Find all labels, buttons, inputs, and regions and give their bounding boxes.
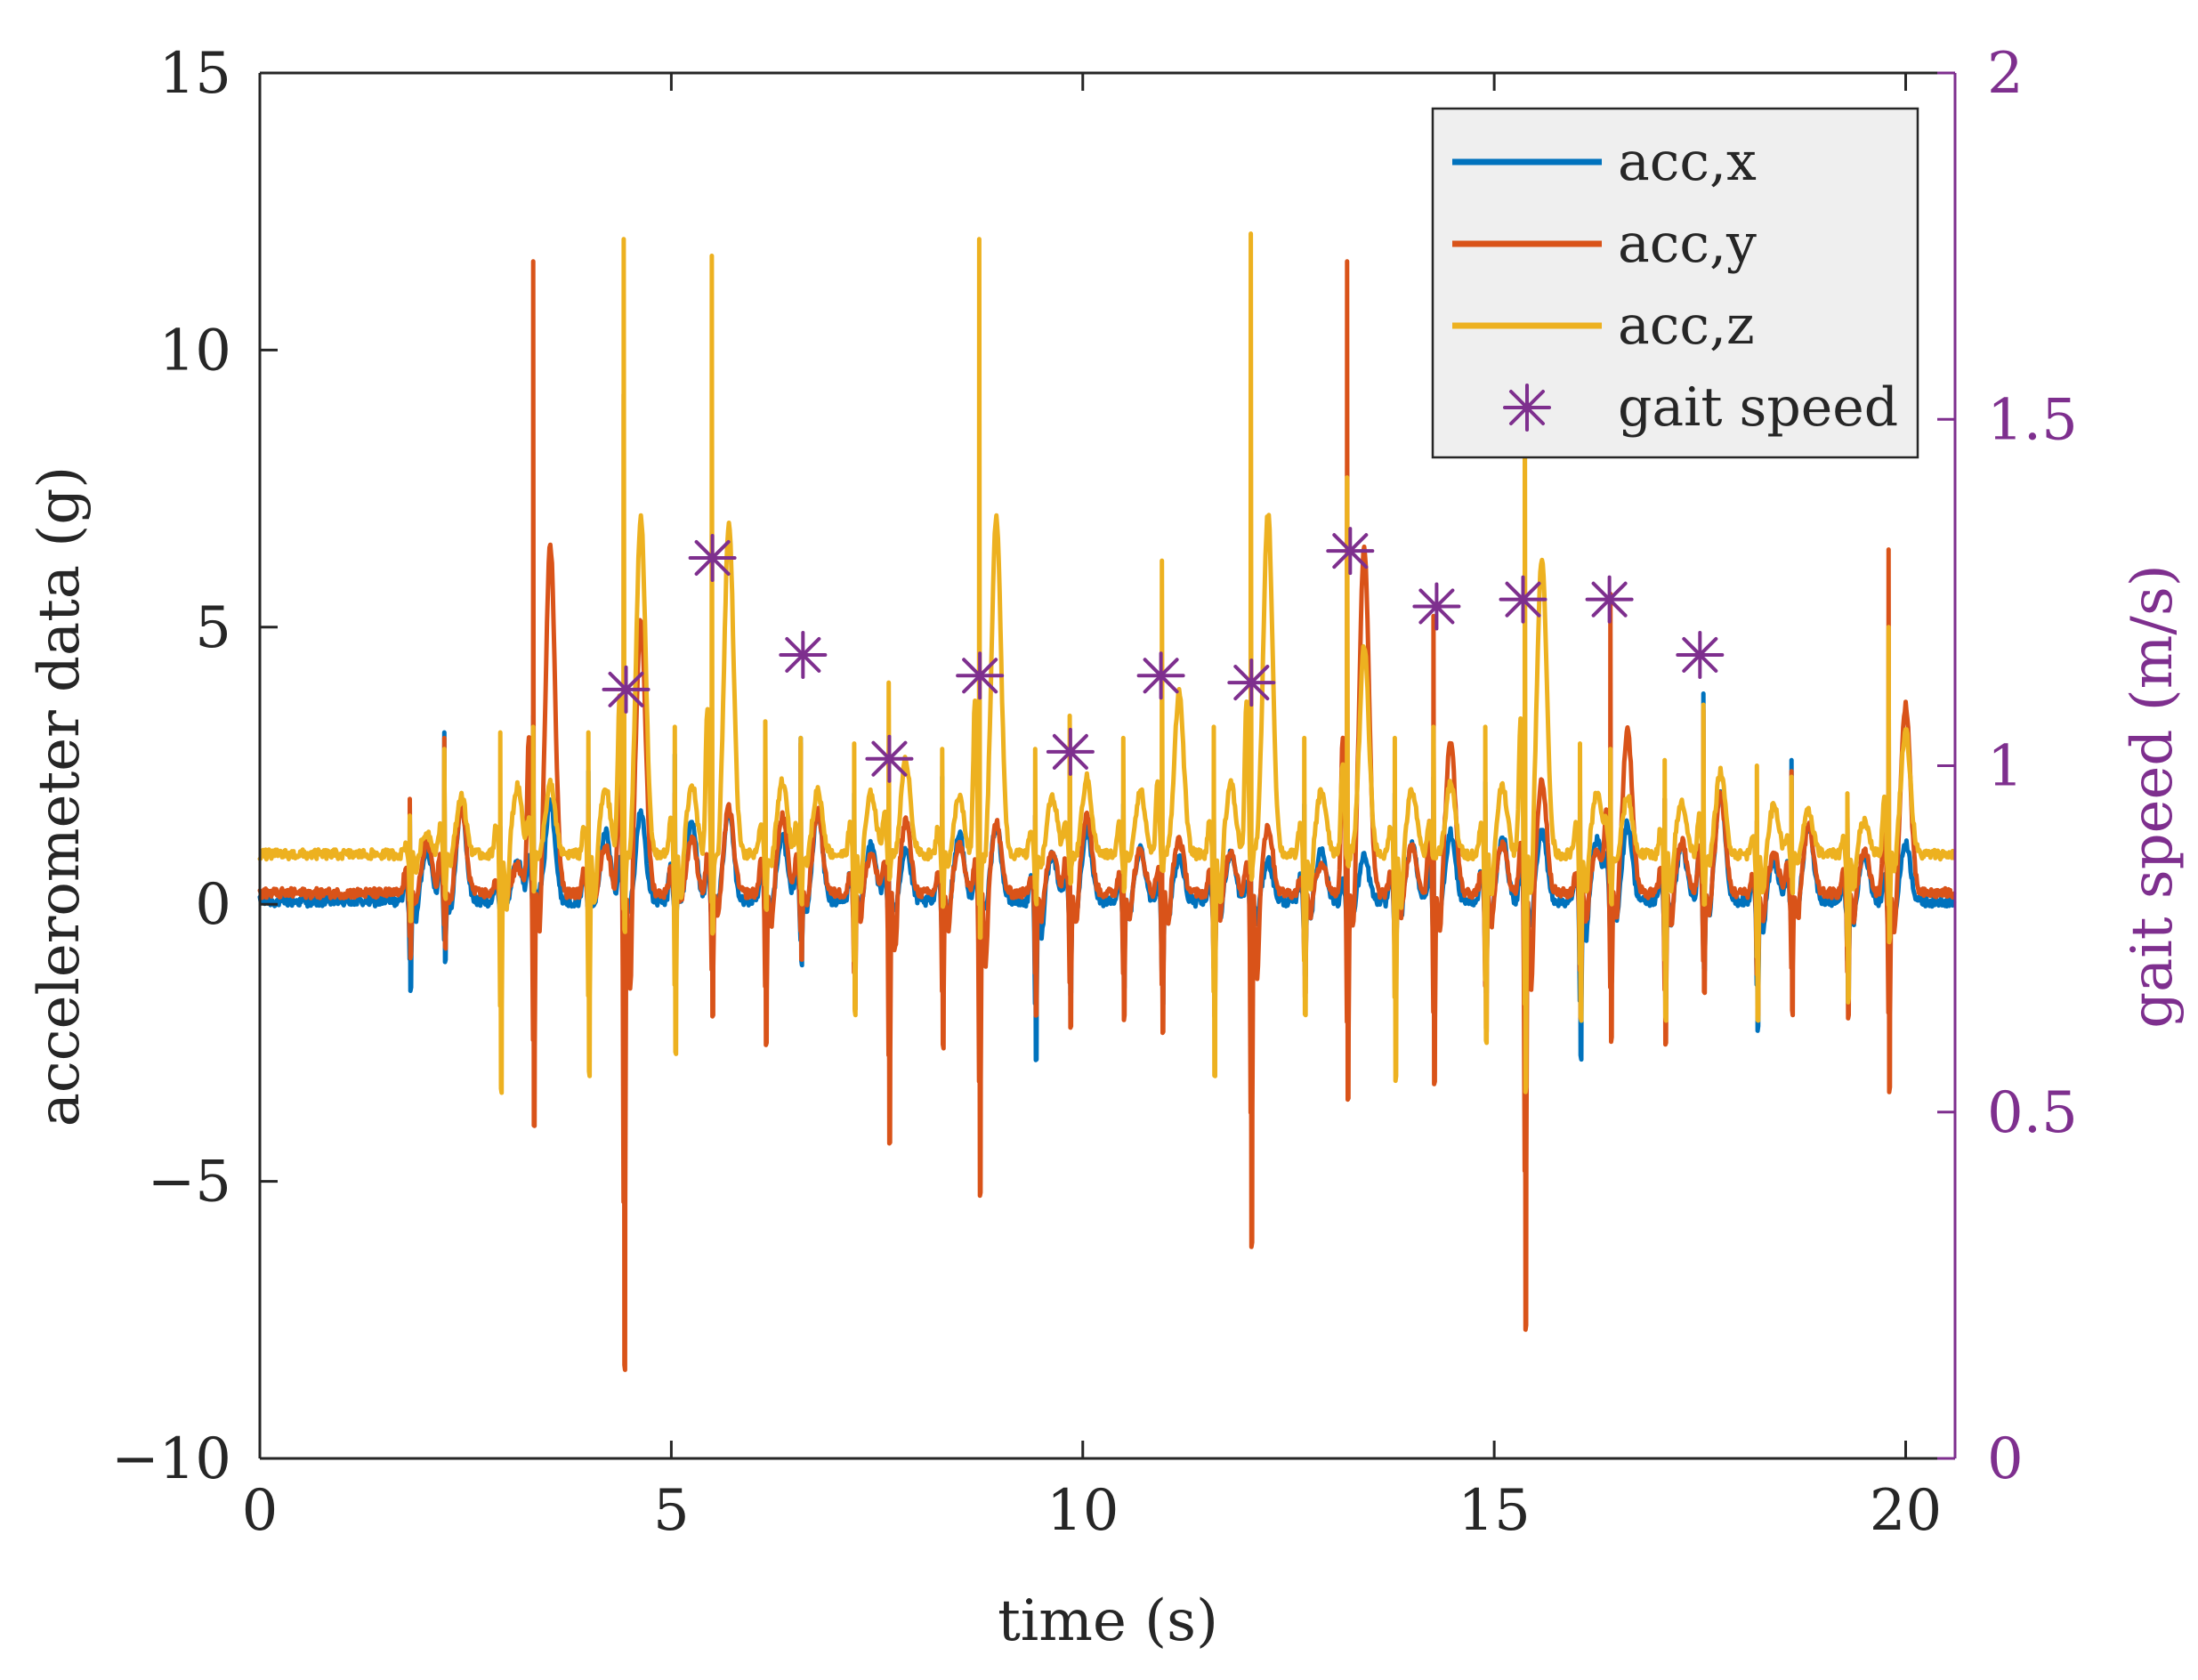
y-tick-label-left: 0 <box>195 872 231 938</box>
gait-speed-marker <box>1585 575 1634 624</box>
gait-speed-marker <box>602 665 651 714</box>
x-axis-label: time (s) <box>998 1588 1218 1654</box>
y-tick-label-right: 0 <box>1987 1426 2024 1492</box>
legend-label: acc,z <box>1618 295 1755 357</box>
x-tick-label: 20 <box>1870 1478 1942 1544</box>
legend-box <box>1431 107 1919 459</box>
y-tick-label-right: 0.5 <box>1987 1080 2078 1146</box>
y-tick-label-left: −10 <box>111 1426 231 1492</box>
x-tick-label: 0 <box>242 1478 279 1544</box>
tick-labels-layer: 0 5 10 15 20 −10 −5 0 5 10 15 0 0.5 1 1.5 2 <box>111 41 2078 1544</box>
gait-speed-marker <box>1046 727 1095 776</box>
gait-speed-marker <box>1227 658 1276 707</box>
legend-label: acc,y <box>1618 213 1757 275</box>
legend-label: acc,x <box>1618 131 1757 193</box>
gait-speed-marker <box>1136 651 1185 700</box>
gait-speed-marker <box>865 734 914 783</box>
gait-speed-marker <box>779 630 828 679</box>
legend: acc,x acc,y acc,z gait speed <box>1431 107 1919 459</box>
y-tick-label-right: 1.5 <box>1987 387 2078 453</box>
axes-layer <box>258 71 1957 1460</box>
y-tick-label-left: 15 <box>159 41 231 107</box>
y-tick-label-left: 10 <box>159 318 231 384</box>
x-tick-label: 5 <box>653 1478 690 1544</box>
y-tick-label-right: 1 <box>1987 734 2024 800</box>
y-axis-label-right: gait speed (m/s) <box>2120 564 2186 1029</box>
gait-speed-marker <box>1676 630 1725 679</box>
y-axis-label-left: accelerometer data (g) <box>27 466 93 1127</box>
x-tick-label: 15 <box>1458 1478 1530 1544</box>
gait-speed-marker <box>956 651 1005 700</box>
legend-label: gait speed <box>1618 376 1898 439</box>
gait-speed-marker <box>1326 527 1375 576</box>
x-tick-label: 10 <box>1046 1478 1119 1544</box>
y-tick-label-left: 5 <box>195 595 231 661</box>
gait-speed-marker <box>688 533 737 582</box>
legend-swatch-gait-speed <box>1503 384 1551 432</box>
gait-speed-marker <box>1412 582 1461 631</box>
y-tick-label-left: −5 <box>148 1150 231 1216</box>
series-acc-z-line <box>257 231 1957 1095</box>
gait-speed-marker <box>1499 575 1547 624</box>
y-tick-label-right: 2 <box>1987 41 2024 107</box>
plot-data-layer <box>257 231 1957 1372</box>
series-acc-y-line <box>257 259 1957 1372</box>
